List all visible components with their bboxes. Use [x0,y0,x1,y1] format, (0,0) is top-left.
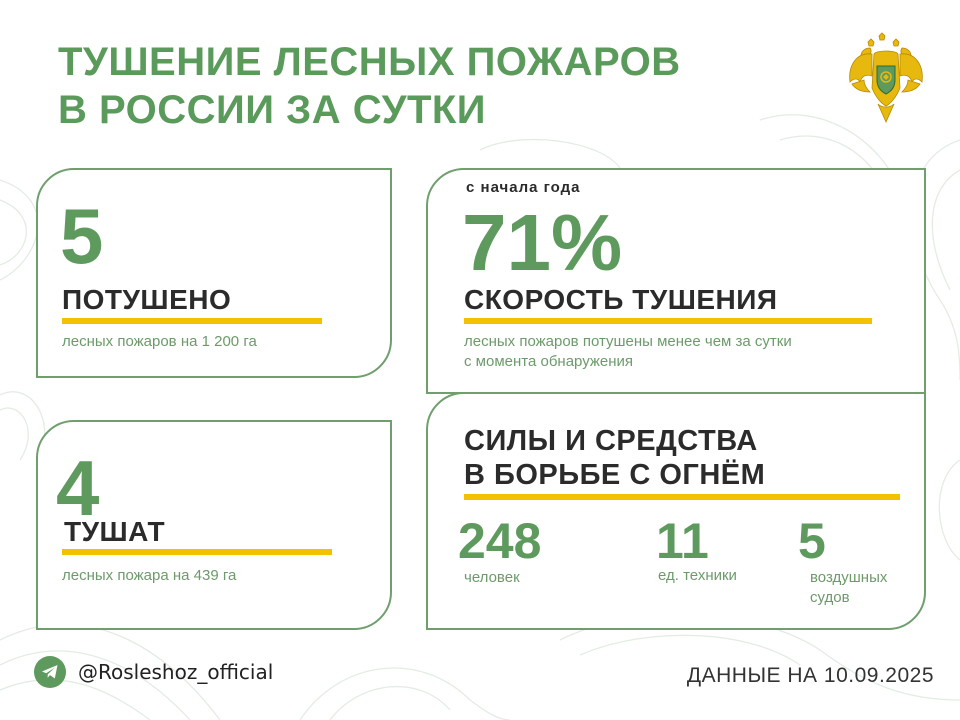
aircraft-count: 5 [798,513,826,569]
telegram-link[interactable]: @Rosleshoz_official [34,656,273,688]
speed-underline [464,318,872,324]
extinguishing-description: лесных пожара на 439 га [62,567,237,584]
speed-card [426,168,926,394]
page-title-line-2: В РОССИИ ЗА СУТКИ [58,88,487,132]
extinguishing-count: 4 [56,444,100,532]
extinguishing-label: ТУШАТ [64,516,166,547]
extinguished-description: лесных пожаров на 1 200 га [62,333,257,350]
double-headed-eagle-emblem-icon [849,32,923,123]
speed-percentage: 71% [462,198,623,287]
forces-heading: СИЛЫ И СРЕДСТВА В БОРЬБЕ С ОГНЁМ [464,424,765,492]
speed-description-line-1: лесных пожаров потушены менее чем за сут… [464,333,792,350]
speed-description: лесных пожаров потушены менее чем за сут… [464,332,792,372]
vehicles-label: ед. техники [658,567,737,584]
telegram-icon [34,656,66,688]
aircraft-label: воздушных судов [810,568,887,608]
aircraft-label-line-1: воздушных [810,569,888,586]
personnel-count: 248 [458,513,542,569]
speed-label: СКОРОСТЬ ТУШЕНИЯ [464,284,778,315]
aircraft-label-line-2: судов [810,589,850,606]
forces-card [426,392,926,630]
page-title-line-1: ТУШЕНИЕ ЛЕСНЫХ ПОЖАРОВ [58,40,681,84]
forces-heading-line-2: В БОРЬБЕ С ОГНЁМ [464,459,766,491]
personnel-label: человек [464,569,520,586]
speed-description-line-2: с момента обнаружения [464,353,634,370]
extinguished-underline [62,318,322,324]
page-title: ТУШЕНИЕ ЛЕСНЫХ ПОЖАРОВ В РОССИИ ЗА СУТКИ [58,38,778,134]
speed-caption: с начала года [466,179,581,196]
vehicles-count: 11 [656,513,709,569]
extinguished-label: ПОТУШЕНО [62,284,232,315]
telegram-handle: @Rosleshoz_official [78,660,274,684]
data-date: ДАННЫЕ НА 10.09.2025 [686,664,934,687]
extinguishing-underline [62,549,332,555]
forces-underline [464,494,900,500]
extinguished-card [36,168,392,378]
forces-heading-line-1: СИЛЫ И СРЕДСТВА [464,425,758,457]
extinguishing-card [36,420,392,630]
extinguished-count: 5 [60,192,104,280]
